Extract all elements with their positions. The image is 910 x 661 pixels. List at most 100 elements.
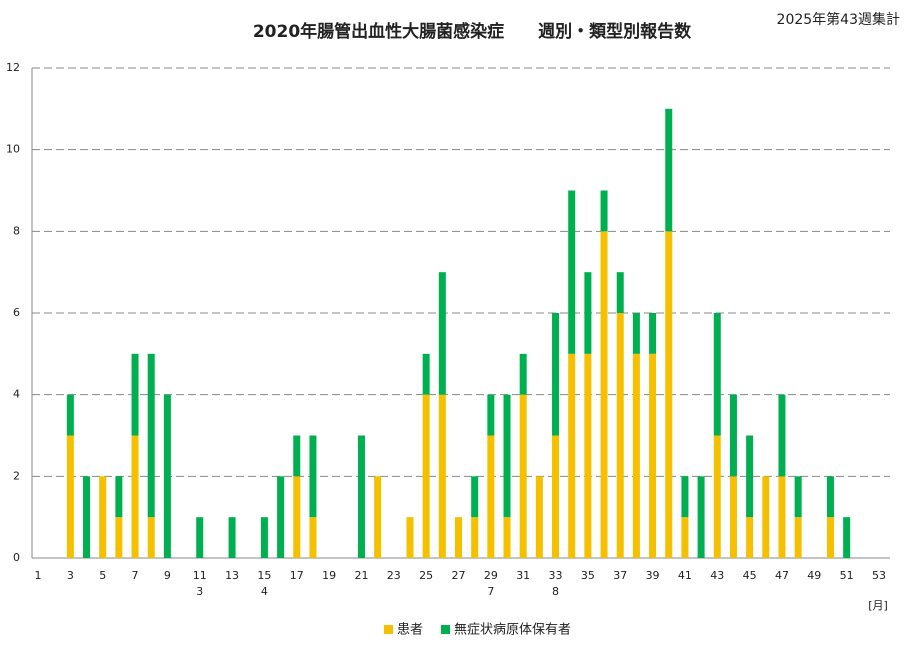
x-tick-label: 47 [775,569,789,582]
bar-segment [131,353,139,436]
bar-segment [309,435,317,518]
bar-segment [374,476,382,558]
chart-subtitle: 2025年第43週集計 [777,11,900,28]
bar-segment [277,476,285,558]
bar-segment [535,476,543,558]
legend-swatch [384,625,393,634]
bar-segment [794,476,802,518]
y-tick-label: 4 [13,388,20,401]
bar-segment [713,435,721,558]
bar-segment [115,476,123,518]
bar-segment [260,517,268,558]
x-tick-label: 45 [743,569,757,582]
bar-segment [406,517,414,558]
bar-segment [649,353,657,558]
x-tick-label: 11 [193,569,207,582]
chart-title: 2020年腸管出血性大腸菌感染症 週別・類型別報告数 [253,21,692,42]
bar-segment [83,476,91,558]
month-label: 4 [261,585,268,598]
x-tick-label: 39 [646,569,660,582]
bar-segment [487,435,495,558]
x-tick-label: 25 [419,569,433,582]
bar-segment [99,476,107,558]
bar-segment [729,394,737,477]
x-tick-label: 21 [354,569,368,582]
bar-segment [131,435,139,558]
x-tick-label: 43 [710,569,724,582]
bar-segment [729,476,737,558]
bar-segment [843,517,851,558]
x-tick-label: 33 [549,569,563,582]
bar-segment [293,435,301,477]
x-tick-label: 41 [678,569,692,582]
bar-segment [309,517,317,558]
x-tick-label: 51 [840,569,854,582]
x-tick-label: 1 [35,569,42,582]
bar-segment [147,517,155,558]
bar-segment [66,435,74,558]
x-tick-label: 37 [613,569,627,582]
legend-label: 無症状病原体保有者 [454,623,571,638]
month-label: 3 [196,585,203,598]
bar-segment [746,435,754,518]
bar-segment [584,272,592,354]
bar-segment [552,313,560,436]
legend-label: 患者 [397,623,423,638]
bar-segment [794,517,802,558]
month-label: 7 [487,585,494,598]
bar-segment [422,394,430,558]
bar-segment [632,313,640,354]
bar-segment [616,313,624,558]
x-tick-label: 5 [99,569,106,582]
bar-segment [600,231,608,559]
bar-segment [665,231,673,559]
legend-swatch [441,625,451,634]
x-tick-label: 19 [322,569,336,582]
month-label: 8 [552,585,559,598]
x-tick-label: 53 [872,569,886,582]
bar-segment [681,517,689,558]
bar-segment [762,476,770,558]
bar-segment [115,517,123,558]
bar-segment [552,435,560,558]
bar-segment [713,313,721,436]
bar-segment [649,313,657,354]
bar-segment [438,272,446,395]
bar-segment [519,353,527,395]
bar-segment [163,394,171,558]
bar-segment [665,108,673,232]
bar-segment [438,394,446,558]
x-tick-label: 17 [290,569,304,582]
bar-segment [487,394,495,436]
y-tick-label: 10 [6,143,20,156]
bar-segment [778,476,786,558]
x-tick-label: 29 [484,569,498,582]
y-tick-label: 12 [6,61,20,74]
bar-segment [697,476,705,558]
bar-segment [616,272,624,313]
bar-segment [568,190,576,354]
bar-segment [228,517,236,558]
x-tick-label: 49 [807,569,821,582]
y-tick-label: 2 [13,469,20,482]
y-tick-label: 8 [13,224,20,237]
bar-segment [826,476,834,518]
bar-segment [681,476,689,518]
bar-segment [293,476,301,558]
x-tick-label: 15 [257,569,271,582]
bar-segment [471,517,479,558]
bar-segment [422,353,430,395]
bar-segment [455,517,462,558]
x-tick-label: 27 [452,569,466,582]
bar-segment [196,517,204,558]
bar-segment [584,353,592,558]
x-tick-label: 7 [132,569,139,582]
x-tick-label: 13 [225,569,239,582]
x-tick-label: 3 [67,569,74,582]
x-tick-label: 35 [581,569,595,582]
bar-segment [826,517,834,558]
x-tick-label: 23 [387,569,401,582]
bar-segment [503,517,511,558]
bar-segment [147,353,155,518]
